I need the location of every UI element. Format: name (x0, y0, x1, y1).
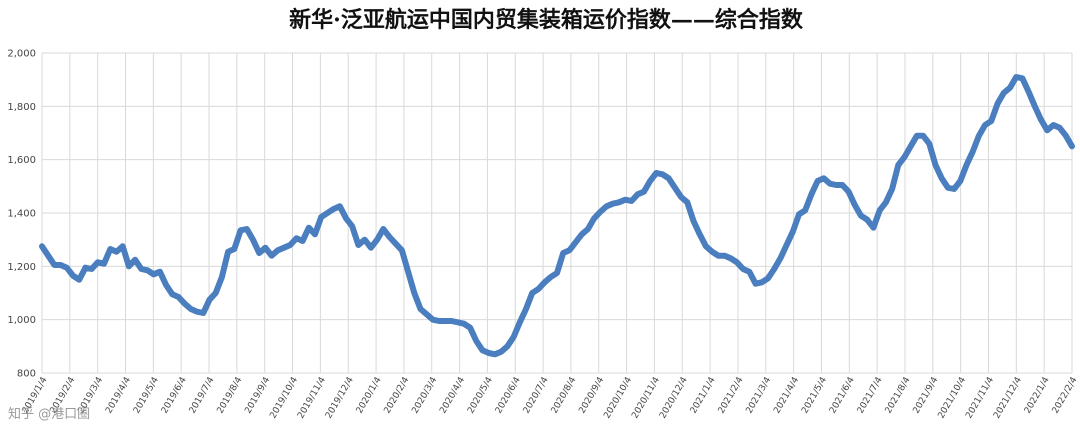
x-tick-label: 2019/12/4 (324, 375, 356, 420)
x-tick-label: 2020/6/4 (494, 375, 523, 415)
y-tick-label: 1,800 (7, 102, 36, 113)
y-tick-label: 2,000 (7, 49, 36, 60)
x-tick-label: 2020/3/4 (410, 375, 439, 415)
x-tick-label: 2021/9/4 (912, 375, 941, 415)
watermark: 知乎 @港口圈 (8, 406, 90, 422)
x-tick-label: 2020/9/4 (577, 375, 606, 415)
x-tick-label: 2019/11/4 (296, 375, 328, 420)
x-tick-label: 2020/1/4 (355, 375, 384, 415)
y-tick-label: 800 (17, 369, 36, 380)
x-tick-label: 2020/8/4 (550, 375, 579, 415)
x-axis-tick-labels: 2019/1/42019/2/42019/3/42019/4/42019/5/4… (21, 375, 1080, 420)
x-tick-label: 2021/10/4 (937, 375, 969, 420)
x-tick-label: 2021/8/4 (884, 375, 913, 415)
x-tick-label: 2021/12/4 (992, 375, 1024, 420)
x-tick-label: 2019/4/4 (104, 375, 133, 415)
y-tick-label: 1,600 (7, 155, 36, 166)
x-tick-label: 2020/11/4 (630, 375, 662, 420)
y-tick-label: 1,400 (7, 209, 36, 220)
y-tick-label: 1,200 (7, 262, 36, 273)
x-tick-label: 2019/7/4 (188, 375, 217, 415)
x-tick-label: 2019/8/4 (216, 375, 245, 415)
x-tick-label: 2020/7/4 (522, 375, 551, 415)
chart-title: 新华·泛亚航运中国内贸集装箱运价指数——综合指数 (289, 7, 804, 33)
x-tick-label: 2019/6/4 (160, 375, 189, 415)
x-tick-label: 2021/5/4 (800, 375, 829, 415)
x-tick-label: 2019/5/4 (132, 375, 161, 415)
x-tick-label: 2021/7/4 (856, 375, 885, 415)
x-tick-label: 2021/6/4 (828, 375, 857, 415)
x-tick-label: 2021/3/4 (745, 375, 774, 415)
x-tick-label: 2019/9/4 (243, 375, 272, 415)
x-tick-label: 2022/1/4 (1023, 375, 1052, 415)
y-tick-label: 1,000 (7, 315, 36, 326)
x-tick-label: 2022/2/4 (1051, 375, 1080, 415)
horizontal-gridlines (42, 52, 1072, 374)
y-axis-tick-labels: 800 1,000 1,200 1,400 1,600 1,800 2,000 (7, 49, 36, 380)
x-tick-label: 2021/4/4 (772, 375, 801, 415)
x-tick-label: 2019/10/4 (268, 375, 300, 420)
x-tick-label: 2020/5/4 (466, 375, 495, 415)
x-tick-label: 2021/1/4 (689, 375, 718, 415)
x-tick-label: 2021/11/4 (964, 375, 996, 420)
x-tick-label: 2020/2/4 (383, 375, 412, 415)
x-tick-label: 2020/10/4 (602, 375, 634, 420)
x-tick-label: 2021/2/4 (717, 375, 746, 415)
x-tick-label: 2020/12/4 (658, 375, 690, 420)
x-tick-label: 2020/4/4 (438, 375, 467, 415)
series-line (39, 74, 1075, 358)
